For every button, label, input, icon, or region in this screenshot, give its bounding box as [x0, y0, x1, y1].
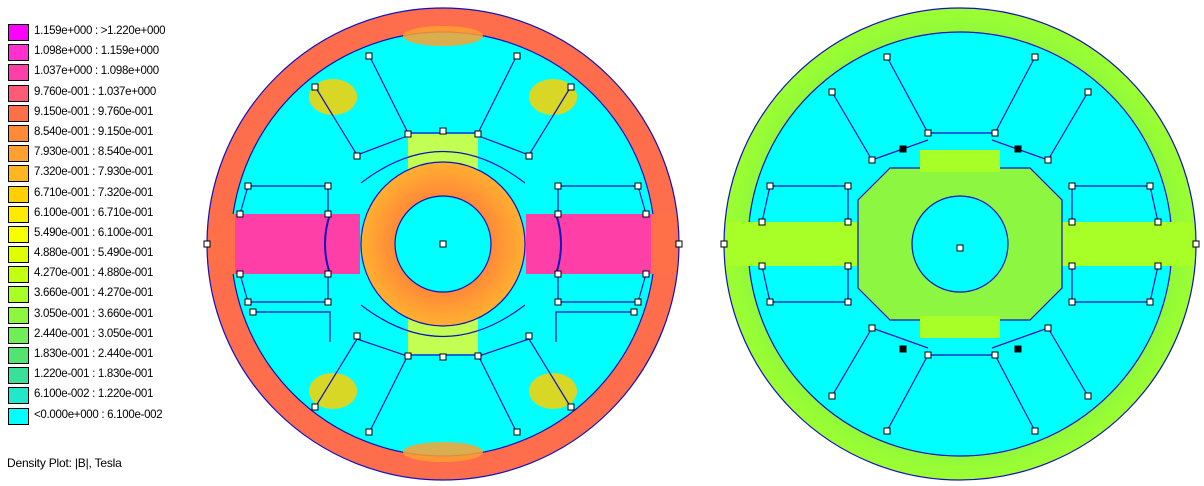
legend-swatch [8, 64, 29, 82]
legend-swatch [8, 44, 29, 62]
legend-label: 3.660e-001 : 4.270e-001 [34, 287, 154, 300]
legend-swatch [8, 326, 29, 344]
legend-label: 7.930e-001 : 8.540e-001 [34, 146, 154, 159]
legend-swatch [8, 124, 29, 142]
legend-label: 1.098e+000 : 1.159e+000 [34, 45, 159, 58]
plot-title: Density Plot: |B|, Tesla [7, 456, 122, 470]
legend-swatch [8, 165, 29, 183]
legend-label: 1.159e+000 : >1.220e+000 [34, 25, 166, 37]
legend-swatch [8, 145, 29, 163]
legend-label: 1.037e+000 : 1.098e+000 [34, 65, 159, 78]
legend-label: 6.100e-001 : 6.710e-001 [34, 206, 154, 219]
legend-swatch [8, 347, 29, 364]
legend-entry: 7.320e-001 : 7.930e-001 [6, 164, 206, 184]
legend-label: 2.440e-001 : 3.050e-001 [34, 327, 154, 340]
legend-swatch [8, 286, 29, 304]
left-shoe-arc-south [360, 304, 526, 338]
right-nodes [720, 53, 1200, 435]
legend-entry: 3.660e-001 : 4.270e-001 [6, 285, 206, 305]
legend-label: 8.540e-001 : 9.150e-001 [34, 125, 154, 138]
legend-swatch [8, 367, 29, 385]
legend-entry: 1.830e-001 : 2.440e-001 [6, 346, 206, 366]
legend-entry: 5.490e-001 : 6.100e-001 [6, 225, 206, 245]
legend-swatch [8, 205, 29, 223]
legend: 1.159e+000 : >1.220e+000 1.098e+000 : 1.1… [6, 23, 206, 427]
legend-label: 9.150e-001 : 9.760e-001 [34, 105, 154, 118]
legend-entry: 8.540e-001 : 9.150e-001 [6, 124, 206, 144]
right-machine [720, 7, 1200, 481]
right-pole-west [726, 222, 876, 266]
right-pole-east [1044, 222, 1194, 266]
legend-swatch [8, 185, 29, 203]
legend-swatch [8, 266, 29, 284]
legend-entry: <0.000e+000 : 6.100e-002 [6, 407, 206, 427]
legend-label: 7.320e-001 : 7.930e-001 [34, 166, 154, 179]
right-shaft [911, 195, 1009, 293]
left-shoe-arc-north [360, 150, 526, 184]
legend-entry: 1.037e+000 : 1.098e+000 [6, 63, 206, 83]
legend-swatch [8, 24, 29, 41]
legend-swatch [8, 104, 29, 122]
legend-entry: 1.159e+000 : >1.220e+000 [6, 23, 206, 43]
legend-entry: 3.050e-001 : 3.660e-001 [6, 306, 206, 326]
left-flux-spots [309, 26, 577, 462]
legend-entry: 1.220e-001 : 1.830e-001 [6, 366, 206, 386]
legend-label: 4.270e-001 : 4.880e-001 [34, 267, 154, 280]
legend-label: 1.220e-001 : 1.830e-001 [34, 368, 154, 381]
legend-entry: 1.098e+000 : 1.159e+000 [6, 43, 206, 63]
legend-label: 5.490e-001 : 6.100e-001 [34, 226, 154, 239]
legend-label: <0.000e+000 : 6.100e-002 [34, 408, 163, 421]
legend-entry: 9.150e-001 : 9.760e-001 [6, 104, 206, 124]
left-nodes [203, 52, 683, 436]
legend-label: 4.880e-001 : 5.490e-001 [34, 247, 154, 260]
legend-swatch [8, 225, 29, 243]
legend-entry: 9.760e-001 : 1.037e+000 [6, 84, 206, 104]
legend-label: 6.710e-001 : 7.320e-001 [34, 186, 154, 199]
legend-entry: 4.270e-001 : 4.880e-001 [6, 265, 206, 285]
legend-swatch [8, 84, 29, 102]
legend-swatch [8, 407, 29, 425]
legend-label: 3.050e-001 : 3.660e-001 [34, 307, 154, 320]
legend-label: 9.760e-001 : 1.037e+000 [34, 85, 156, 98]
left-machine [203, 7, 683, 481]
legend-label: 6.100e-002 : 1.220e-001 [34, 388, 154, 401]
legend-entry: 2.440e-001 : 3.050e-001 [6, 326, 206, 346]
legend-swatch [8, 246, 29, 264]
legend-swatch [8, 387, 29, 405]
legend-swatch [8, 306, 29, 324]
legend-entry: 6.100e-002 : 1.220e-001 [6, 386, 206, 406]
legend-label: 1.830e-001 : 2.440e-001 [34, 348, 154, 360]
legend-entry: 6.710e-001 : 7.320e-001 [6, 185, 206, 205]
legend-entry: 4.880e-001 : 5.490e-001 [6, 245, 206, 265]
legend-entry: 6.100e-001 : 6.710e-001 [6, 205, 206, 225]
legend-entry: 7.930e-001 : 8.540e-001 [6, 144, 206, 164]
